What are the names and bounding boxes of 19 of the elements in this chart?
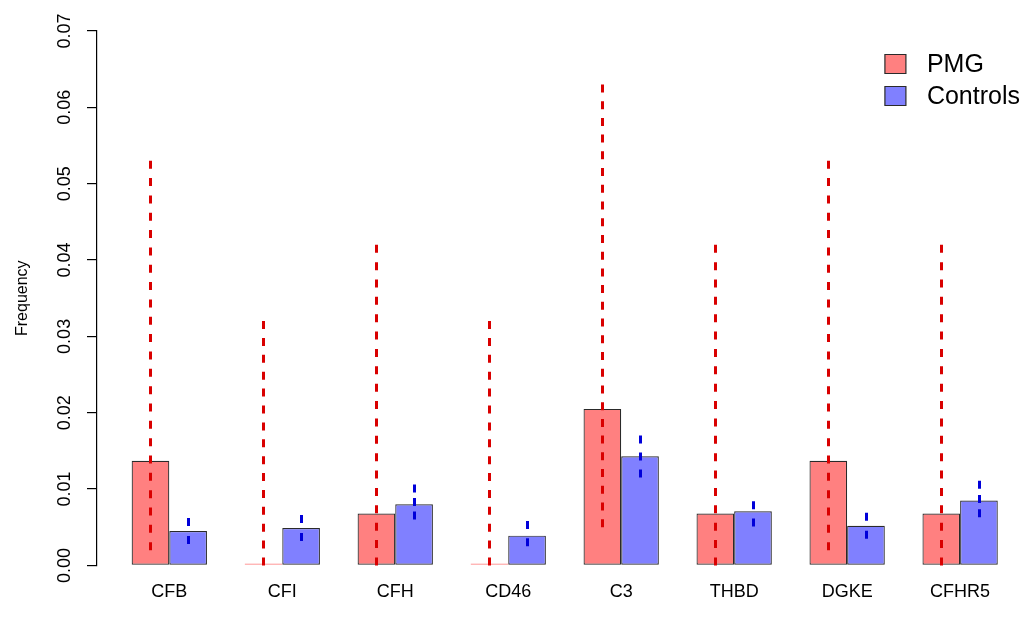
y-tick-label: 0.02: [54, 395, 75, 431]
x-tick-label: CD46: [485, 581, 532, 602]
x-tick-label: CFB: [151, 581, 188, 602]
x-tick-label: THBD: [709, 581, 759, 602]
y-tick-label: 0.04: [54, 242, 75, 278]
x-tick-label: C3: [609, 581, 633, 602]
y-tick-label: 0.00: [54, 547, 75, 583]
x-tick-label: CFH: [376, 581, 414, 602]
y-tick-label: 0.03: [54, 318, 75, 354]
y-tick-label: 0.01: [54, 471, 75, 507]
y-tick-label: 0.06: [54, 89, 75, 125]
y-tick-label: 0.05: [54, 166, 75, 202]
legend-label: Controls: [926, 80, 1020, 109]
x-tick-label: DGKE: [821, 581, 873, 602]
x-tick-label: CFI: [267, 581, 297, 602]
x-tick-label: CFHR5: [930, 581, 991, 602]
y-tick-label: 0.07: [54, 13, 75, 49]
legend-label: PMG: [926, 48, 984, 77]
y-axis-title: Frequency: [13, 260, 31, 336]
